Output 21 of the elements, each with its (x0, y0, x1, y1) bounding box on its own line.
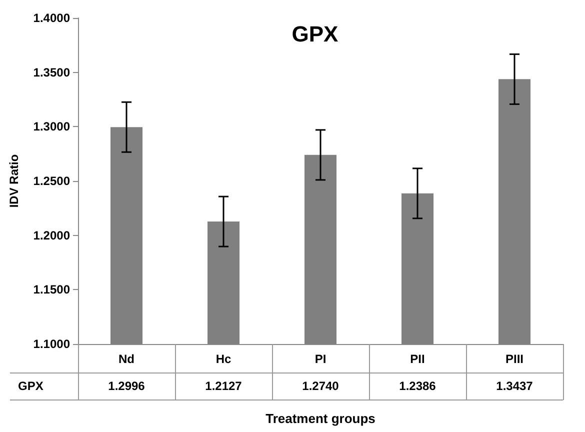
y-tick-label: 1.3000 (33, 120, 70, 134)
text: 1.2740 (302, 379, 339, 393)
y-tick-label: 1.3500 (33, 65, 70, 80)
text: GPX (18, 379, 44, 393)
x-tick-label: Hc (216, 352, 232, 366)
x-axis-title: Treatment groups (266, 411, 376, 426)
y-tick-label: 1.1000 (33, 337, 70, 351)
text: 1.2996 (108, 379, 145, 393)
y-tick-label: 1.4000 (33, 11, 70, 25)
x-tick-label: PI (314, 352, 326, 366)
y-axis-title: IDV Ratio (7, 154, 21, 208)
text: 1.3437 (496, 379, 533, 393)
y-tick-label: 1.2500 (33, 174, 70, 188)
y-tick-label: 1.2000 (33, 228, 70, 242)
text: 1.2386 (399, 379, 436, 393)
chart-title: GPX (292, 22, 339, 46)
y-tick-label: 1.1500 (33, 282, 70, 297)
text: 1.2127 (205, 379, 242, 393)
x-tick-label: PIII (505, 352, 524, 366)
x-tick-label: Nd (118, 352, 134, 366)
x-tick-label: PII (410, 352, 425, 366)
